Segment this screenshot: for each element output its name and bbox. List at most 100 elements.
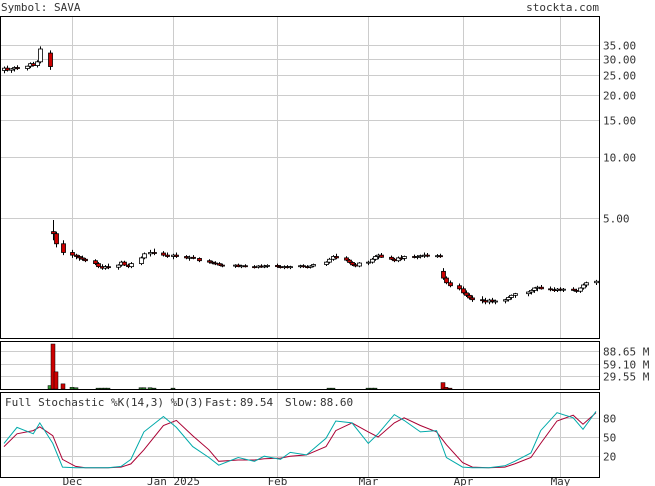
candle-body xyxy=(581,284,586,289)
stochastic-tick-label: 20 xyxy=(603,451,616,464)
candle-body xyxy=(392,258,397,262)
stochastic-tick-label: 80 xyxy=(603,413,616,426)
volume-bar xyxy=(105,387,111,390)
volume-panel-frame xyxy=(0,341,600,390)
candle-body xyxy=(464,292,469,296)
volume-bar xyxy=(326,387,332,390)
candle-body xyxy=(148,252,153,255)
candle-body xyxy=(15,67,20,69)
candle-body xyxy=(366,261,371,264)
candle-body xyxy=(35,61,40,66)
candle-body xyxy=(5,67,10,71)
candle-body xyxy=(187,256,192,259)
stochastic-legend: Full Stochastic %K(14,3) %D(3) Fast: 89.… xyxy=(5,396,353,409)
candle-body xyxy=(324,261,329,265)
candle-body xyxy=(116,264,121,268)
candle-body xyxy=(539,286,544,290)
date-tick-label: Mar xyxy=(359,475,379,486)
candle-body xyxy=(548,288,553,291)
candle-body xyxy=(77,256,82,259)
candle-body xyxy=(161,252,166,256)
candle-body xyxy=(373,256,378,260)
candle-body xyxy=(54,233,59,245)
volume-bar xyxy=(447,387,453,390)
candle-body xyxy=(197,258,202,262)
candle-body xyxy=(503,299,508,302)
candle-body xyxy=(220,264,225,267)
candle-body xyxy=(278,266,283,269)
price-tick-label: 10.00 xyxy=(603,152,636,165)
candle-body xyxy=(139,257,144,265)
candle-body xyxy=(213,262,218,265)
price-tick-label: 35.00 xyxy=(603,40,636,53)
candle-body xyxy=(357,262,362,267)
candle-body xyxy=(106,266,111,269)
candle-body xyxy=(483,300,488,303)
stochastic-title: Full Stochastic %K(14,3) %D(3) xyxy=(5,396,204,409)
candle-body xyxy=(571,288,576,291)
candle-body xyxy=(425,254,430,257)
brand-label: stockta.com xyxy=(526,1,599,14)
volume-tick-label: 88.65 M xyxy=(603,346,650,359)
candle-body xyxy=(493,300,498,303)
volume-bar xyxy=(95,387,101,390)
volume-bar xyxy=(365,387,371,390)
price-tick-label: 15.00 xyxy=(603,115,636,128)
volume-tick-label: 59.10 M xyxy=(603,359,650,372)
candle-body xyxy=(396,257,401,262)
symbol-label: Symbol: SAVA xyxy=(1,1,81,14)
candle-body xyxy=(402,256,407,259)
price-panel-frame xyxy=(0,16,600,339)
candle-body xyxy=(252,266,257,269)
candle-body xyxy=(122,261,127,266)
date-tick-label: May xyxy=(551,475,571,486)
candle-body xyxy=(389,256,394,260)
candle-body xyxy=(584,282,589,286)
candle-body xyxy=(457,285,462,290)
candle-body xyxy=(347,259,352,263)
candle-body xyxy=(48,52,53,67)
candle-body xyxy=(513,293,518,296)
candle-body xyxy=(350,262,355,266)
date-tick-label: Apr xyxy=(454,475,474,486)
candle-body xyxy=(288,266,293,269)
date-tick-label: Jan 2025 xyxy=(147,475,200,486)
candle-body xyxy=(344,257,349,261)
volume-bar xyxy=(53,371,59,390)
stochastic-axis: 80 50 20 xyxy=(603,413,616,464)
fast-line xyxy=(3,411,597,469)
price-grid xyxy=(1,17,599,338)
volume-bar xyxy=(73,387,79,390)
candle-body xyxy=(74,254,79,257)
candle-body xyxy=(61,243,66,253)
candle-body xyxy=(509,294,514,298)
candle-body xyxy=(461,288,466,294)
volume-grid xyxy=(1,342,599,389)
candle-body xyxy=(96,263,101,268)
candle-body xyxy=(239,265,244,268)
candle-body xyxy=(207,260,212,263)
slow-line xyxy=(3,412,597,469)
date-tick-label: Dec xyxy=(63,475,83,486)
stochastic-panel-frame xyxy=(0,392,600,478)
candle-body xyxy=(334,256,339,259)
candle-body xyxy=(301,265,306,268)
candle-body xyxy=(83,258,88,262)
date-axis: Dec Jan 2025 Feb Mar Apr May xyxy=(63,475,571,486)
candle-body xyxy=(529,289,534,293)
stochastic-lines xyxy=(3,411,597,469)
fast-value: 89.54 xyxy=(240,396,273,409)
volume-bars xyxy=(47,343,453,390)
candle-body xyxy=(31,63,36,66)
volume-bar xyxy=(372,387,378,390)
candle-body xyxy=(152,252,157,254)
candle-body xyxy=(311,264,316,267)
candle-body xyxy=(438,255,443,258)
candle-body xyxy=(51,231,56,235)
price-candles xyxy=(2,46,599,305)
volume-axis: 88.65 M59.10 M29.55 M xyxy=(603,346,650,384)
candle-body xyxy=(327,258,332,263)
volume-bar xyxy=(147,387,153,390)
